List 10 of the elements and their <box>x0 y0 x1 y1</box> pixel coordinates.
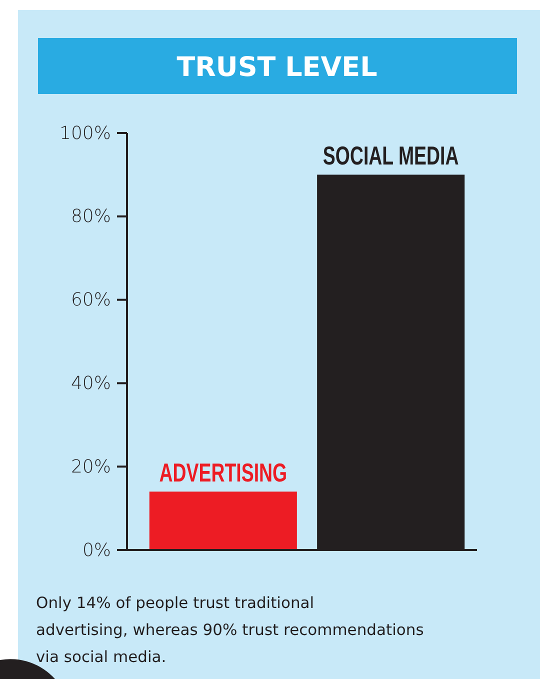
x-tick-label: ADVERTISING <box>159 458 288 488</box>
y-tick-label: 20% <box>70 456 111 478</box>
y-tick-label: 40% <box>70 372 111 394</box>
text: Only 14% of people trust traditional advertising, whereas 90% trust recommendations via social media. <box>36 594 424 666</box>
y-tick-label: 100% <box>60 122 111 144</box>
y-tick-label: 80% <box>70 206 111 228</box>
chart-title: TRUST LEVEL <box>176 52 378 83</box>
y-tick-label: 0% <box>82 540 111 561</box>
x-tick-label: SOCIAL MEDIA <box>322 140 459 170</box>
y-tick-label: 60% <box>70 290 111 311</box>
